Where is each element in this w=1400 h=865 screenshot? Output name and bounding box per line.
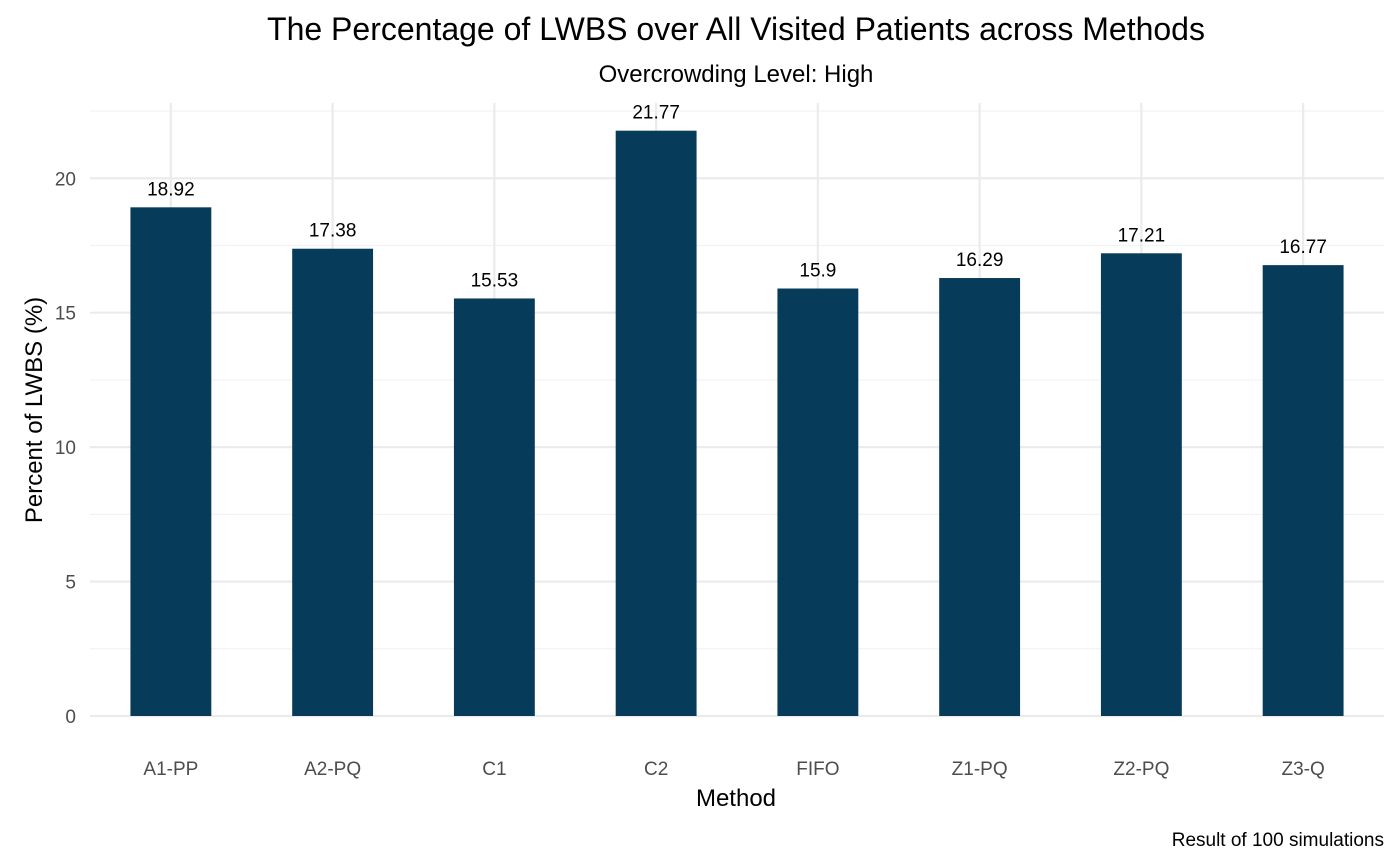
data-labels-layer: 18.92 17.38 15.53 21.77 15.9 16.29 17.21 16.77	[147, 103, 1327, 292]
y-tick-label: 5	[65, 573, 76, 594]
x-tick-label: Z2-PQ	[1113, 759, 1169, 780]
bar-data-label: 18.92	[147, 179, 195, 200]
y-tick-label: 0	[65, 707, 76, 728]
bar-data-label: 17.21	[1118, 225, 1166, 246]
y-tick-label: 15	[55, 304, 76, 325]
chart-title: The Percentage of LWBS over All Visited …	[267, 11, 1205, 47]
bar	[292, 248, 374, 716]
chart-subtitle: Overcrowding Level: High	[599, 61, 874, 88]
bar	[453, 298, 535, 716]
x-tick-label: Z1-PQ	[952, 759, 1008, 780]
bar	[777, 288, 859, 716]
x-tick-label: Z3-Q	[1281, 759, 1324, 780]
bar	[615, 130, 697, 716]
bar	[130, 207, 212, 716]
bars-layer	[130, 130, 1344, 716]
x-axis-ticks: A1-PP A2-PQ C1 C2 FIFO Z1-PQ Z2-PQ Z3-Q	[143, 759, 1324, 780]
x-tick-label: FIFO	[796, 759, 839, 780]
grid-layer	[90, 103, 1384, 718]
x-axis-title: Method	[696, 785, 776, 812]
chart-caption: Result of 100 simulations	[1172, 830, 1384, 851]
y-axis-title: Percent of LWBS (%)	[21, 297, 48, 523]
x-tick-label: A1-PP	[143, 759, 198, 780]
x-tick-label: C2	[644, 759, 668, 780]
x-tick-label: A2-PQ	[304, 759, 361, 780]
y-tick-label: 10	[55, 438, 76, 459]
bar-data-label: 21.77	[632, 103, 680, 124]
bar-data-label: 15.9	[799, 261, 836, 282]
bar-data-label: 16.29	[956, 250, 1004, 271]
y-tick-label: 20	[55, 169, 76, 190]
bar-data-label: 17.38	[309, 221, 357, 242]
bar	[1262, 265, 1344, 716]
bar-data-label: 16.77	[1279, 237, 1327, 258]
x-tick-label: C1	[482, 759, 506, 780]
bar	[1100, 253, 1182, 716]
bar	[939, 278, 1021, 716]
bar-data-label: 15.53	[471, 270, 519, 291]
y-axis-ticks: 0 5 10 15 20	[55, 169, 76, 728]
